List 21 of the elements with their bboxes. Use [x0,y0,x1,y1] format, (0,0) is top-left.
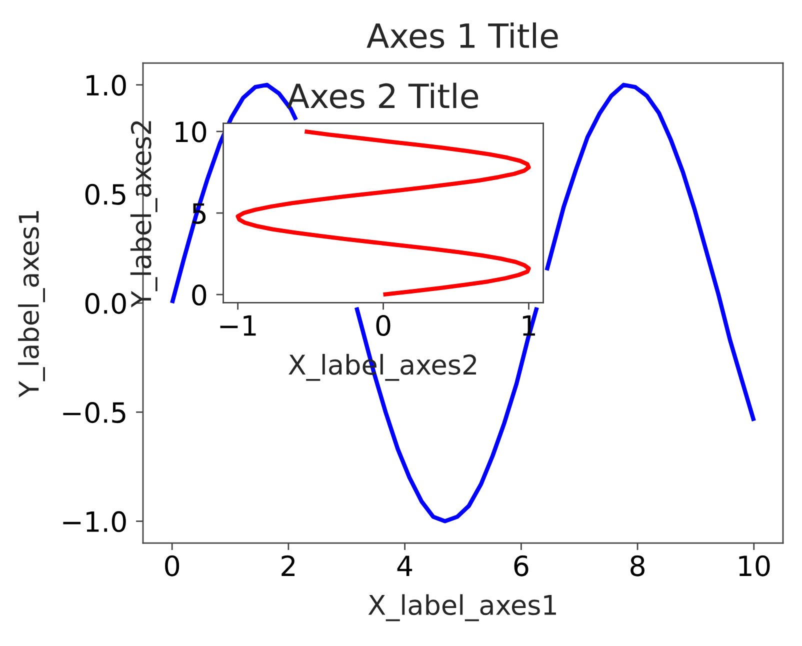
x-tick-label: 10 [739,555,770,576]
y-tick-label: −1.0 [63,511,126,532]
x-tick-label: 0 [165,555,180,576]
x-axis-title: X_label_axes1 [368,594,556,622]
y-tick-label: 0.0 [85,292,126,314]
chart-title: Axes 1 Title [366,22,558,48]
x-tick-label: −1 [220,315,256,336]
x-tick-label: 8 [630,555,644,576]
line-series [236,129,531,297]
y-tick-label: 0 [192,284,206,306]
x-tick-label: 0 [376,315,390,336]
y-tick-label: 10 [176,121,206,142]
x-tick-label: 6 [514,555,528,576]
x-tick-label: 2 [282,555,295,576]
x-tick-label: 4 [397,556,412,576]
y-axis-title: Y_label_axes1 [18,211,45,398]
y-axis-title: Y_label_axes2 [130,121,158,308]
y-tick-label: 0.5 [85,184,126,205]
y-tick-label: 1.0 [86,74,126,96]
y-tick-label: −0.5 [63,402,126,424]
chart-title: Axes 2 Title [286,82,478,109]
